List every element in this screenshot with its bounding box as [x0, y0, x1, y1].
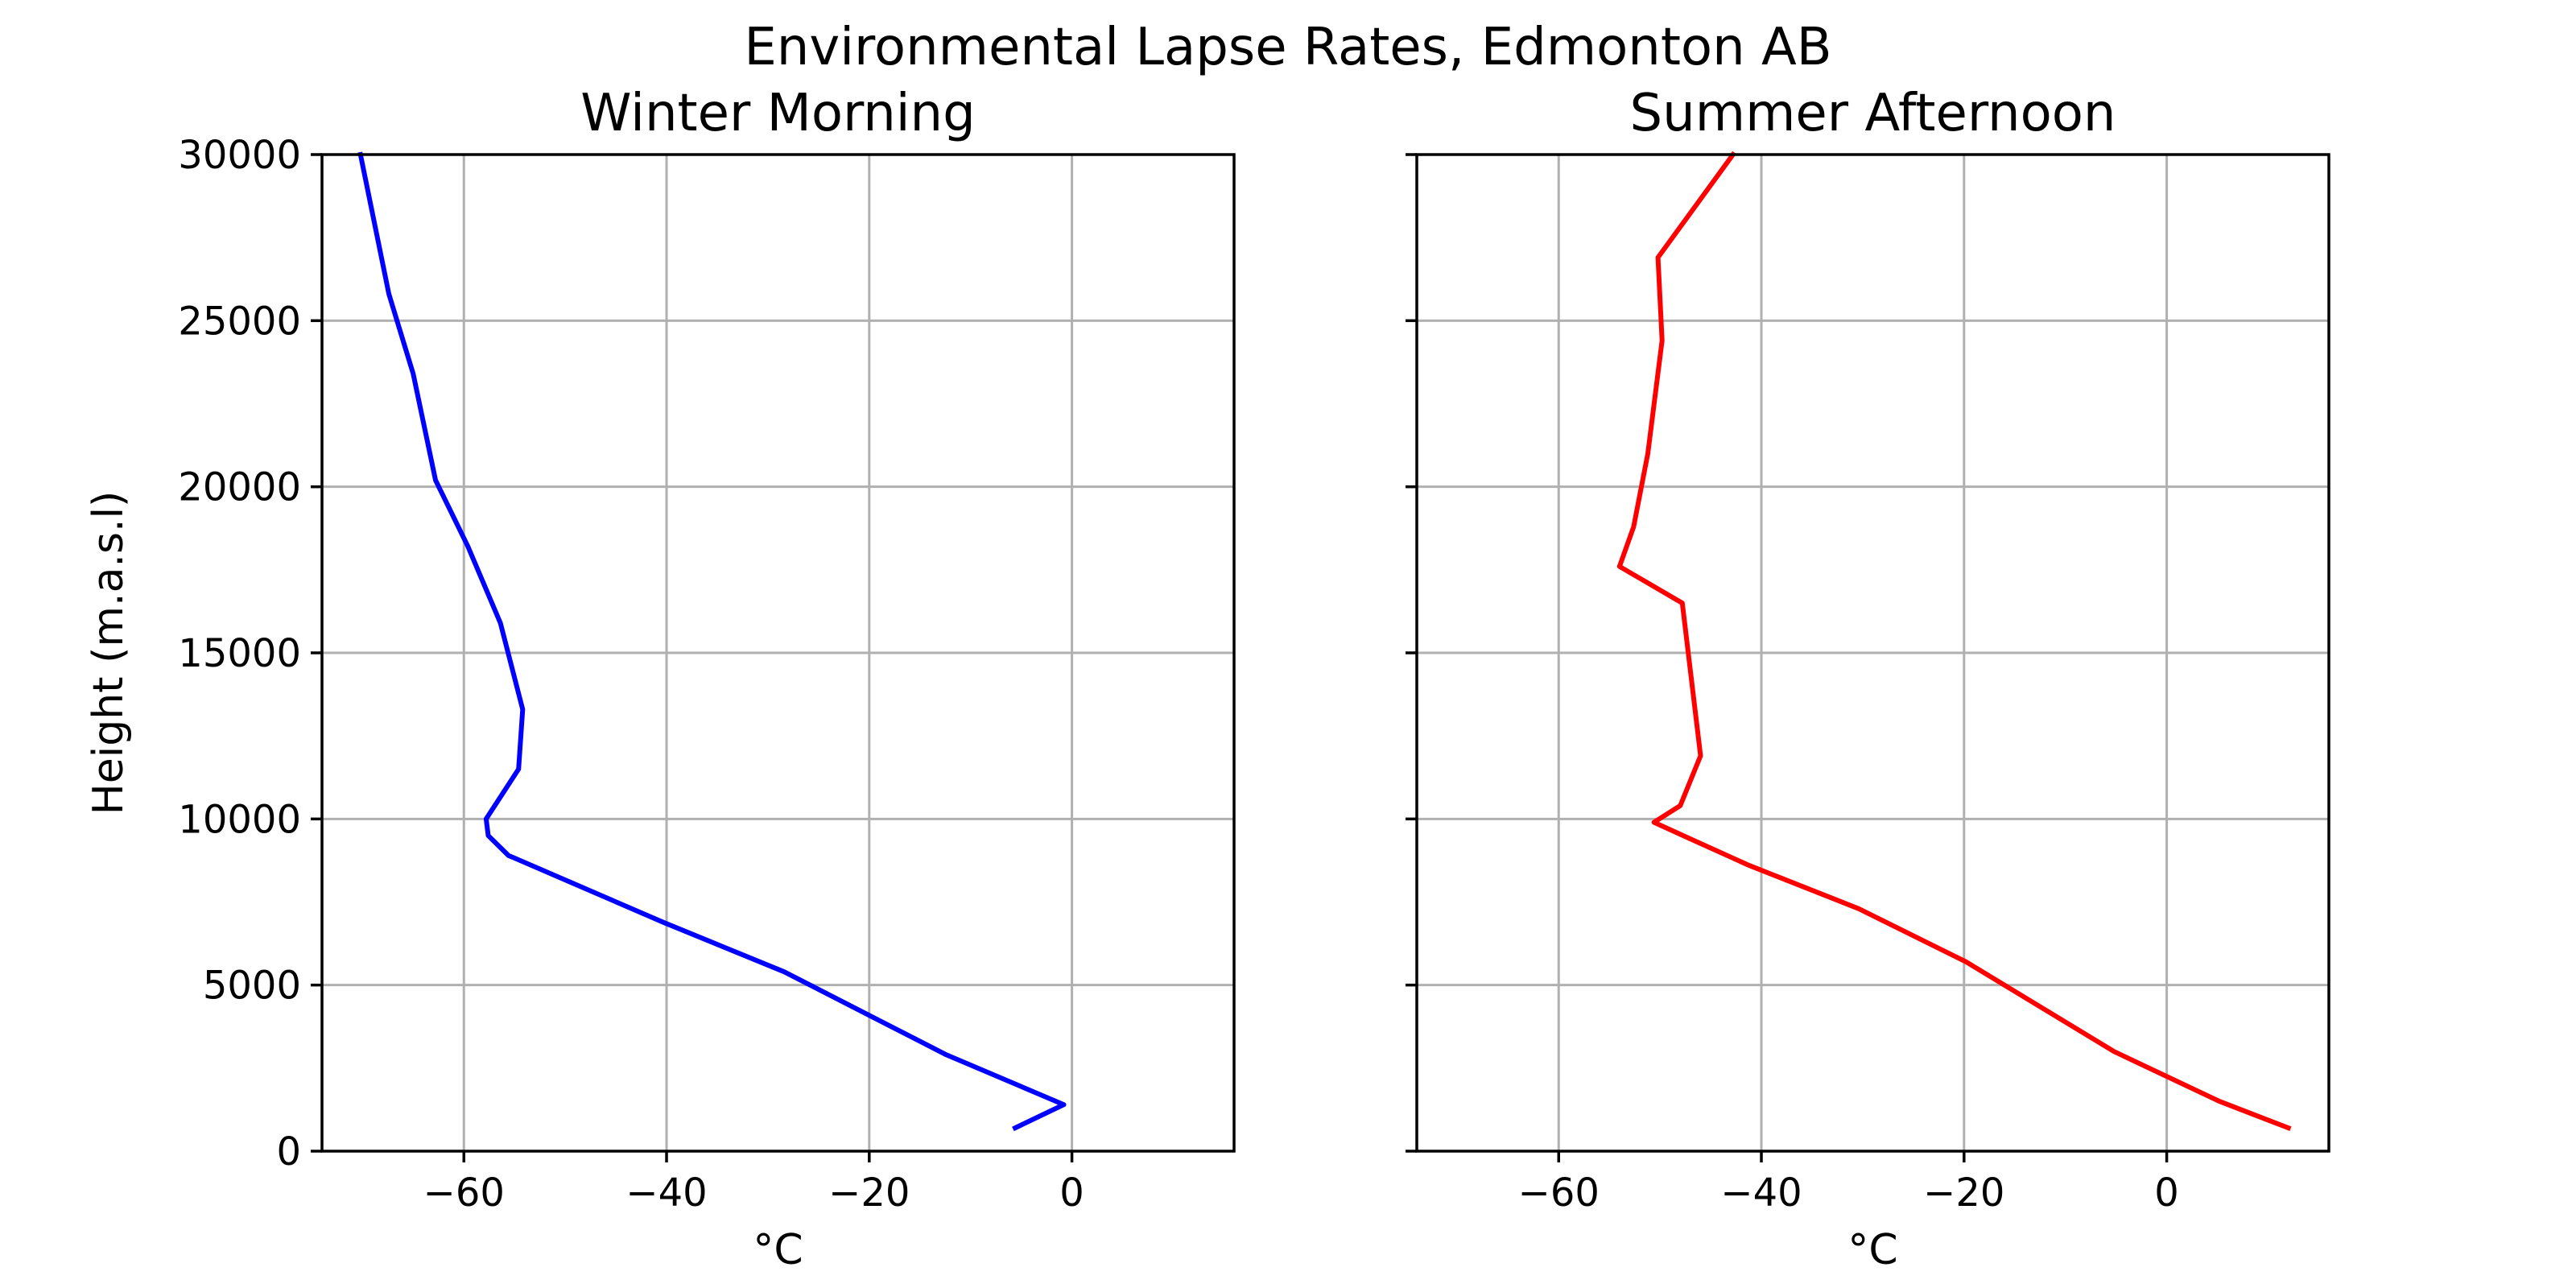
winter-y-tick-label: 25000 — [178, 299, 301, 344]
winter-x-tick-label: −20 — [828, 1170, 910, 1216]
winter-x-axis-label: °C — [753, 1226, 803, 1274]
winter-y-tick-label: 20000 — [178, 465, 301, 510]
winter-x-tick-label: −40 — [625, 1170, 707, 1216]
summer-x-tick-label: −40 — [1720, 1170, 1802, 1216]
winter-y-tick-label: 5000 — [203, 964, 301, 1009]
winter-y-tick-label: 30000 — [178, 133, 301, 178]
summer-x-tick-label: −60 — [1518, 1170, 1600, 1216]
winter-y-tick-label: 15000 — [178, 631, 301, 676]
winter-y-tick-label: 10000 — [178, 797, 301, 842]
winter-y-axis-label: Height (m.a.s.l) — [85, 491, 133, 815]
summer-x-tick-label: 0 — [2154, 1170, 2179, 1216]
summer-series-line — [1616, 151, 2292, 1131]
winter-series-line — [357, 151, 1067, 1132]
winter-x-tick-label: −60 — [423, 1170, 505, 1216]
panels: −60 −40 −20 0 0 5000 10000 15000 20000 25000 30000… — [85, 84, 2330, 1274]
winter-y-tick-label: 0 — [276, 1129, 301, 1174]
summer-x-tick-label: −20 — [1923, 1170, 2004, 1216]
winter-panel: −60 −40 −20 0 0 5000 10000 15000 20000 25000 30000… — [85, 84, 1236, 1274]
summer-panel-title: Summer Afternoon — [1630, 84, 2116, 143]
summer-x-axis-label: °C — [1847, 1226, 1897, 1274]
winter-panel-title: Winter Morning — [580, 84, 975, 143]
figure-title: Environmental Lapse Rates, Edmonton AB — [744, 18, 1831, 77]
summer-panel: −60 −40 −20 0 Summer Afternoon °C — [1406, 84, 2330, 1274]
winter-x-tick-label: 0 — [1059, 1170, 1084, 1216]
